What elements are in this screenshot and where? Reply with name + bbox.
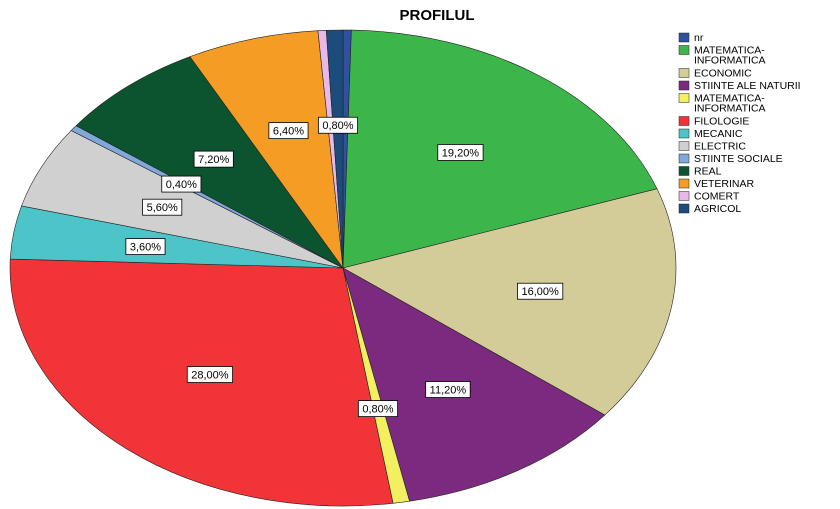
label-box — [142, 198, 183, 216]
chart-title: PROFILUL — [400, 7, 475, 24]
legend-label: VETERINAR — [694, 178, 755, 190]
legend-label: REAL — [694, 165, 722, 177]
data-label: 5,60% — [147, 202, 178, 214]
legend-swatch — [678, 203, 690, 214]
label-box — [125, 238, 166, 255]
data-label: 16,00% — [521, 286, 559, 298]
legend-label: nr — [694, 32, 704, 44]
data-label: 19,20% — [442, 147, 480, 159]
data-label: 28,00% — [191, 369, 229, 381]
data-label: 11,20% — [430, 384, 467, 396]
legend-swatch — [678, 153, 690, 164]
pie-slice — [342, 267, 606, 502]
legend-label: FILOLOGIE — [694, 115, 749, 127]
legend-swatch — [678, 178, 690, 189]
legend-label: AGRICOL — [694, 203, 741, 215]
label-box — [268, 122, 309, 140]
label-box — [517, 282, 564, 300]
pie-slice — [189, 30, 344, 270]
pie-slice — [342, 188, 677, 416]
label-box — [186, 366, 233, 383]
legend-swatch — [678, 128, 690, 139]
data-label: 0,40% — [166, 179, 197, 191]
label-box — [357, 400, 398, 417]
legend-swatch — [678, 80, 690, 91]
data-label: 0,80% — [322, 120, 353, 132]
label-box — [161, 175, 202, 193]
legend-swatch — [678, 68, 690, 78]
label-box — [193, 150, 234, 168]
label-box — [317, 116, 358, 134]
data-label: 7,20% — [198, 154, 229, 166]
legend-swatch — [678, 191, 690, 201]
legend-label: MATEMATICA-INFORMATICA — [694, 44, 766, 66]
data-label: 3,60% — [130, 241, 161, 253]
label-box — [437, 144, 484, 161]
pie-slice — [325, 29, 344, 269]
legend-swatch — [678, 141, 690, 151]
legend-label: STIINTE ALE NATURII — [694, 80, 801, 92]
data-label: 0,80% — [362, 404, 393, 416]
legend-swatch — [678, 93, 690, 103]
legend-label: MATEMATICA-INFORMATICA — [694, 92, 766, 114]
legend-label: MECANIC — [694, 128, 743, 140]
legend-label: COMERT — [694, 190, 740, 202]
label-box — [425, 381, 471, 398]
legend-swatch — [678, 116, 690, 126]
legend-label: STIINTE SOCIALE — [694, 153, 783, 165]
legend-swatch — [678, 166, 690, 176]
legend-swatch — [678, 45, 690, 55]
legend-label: ELECTRIC — [694, 140, 746, 152]
legend-swatch — [678, 32, 690, 43]
data-label: 6,40% — [273, 126, 304, 138]
legend-label: ECONOMIC — [694, 67, 752, 79]
